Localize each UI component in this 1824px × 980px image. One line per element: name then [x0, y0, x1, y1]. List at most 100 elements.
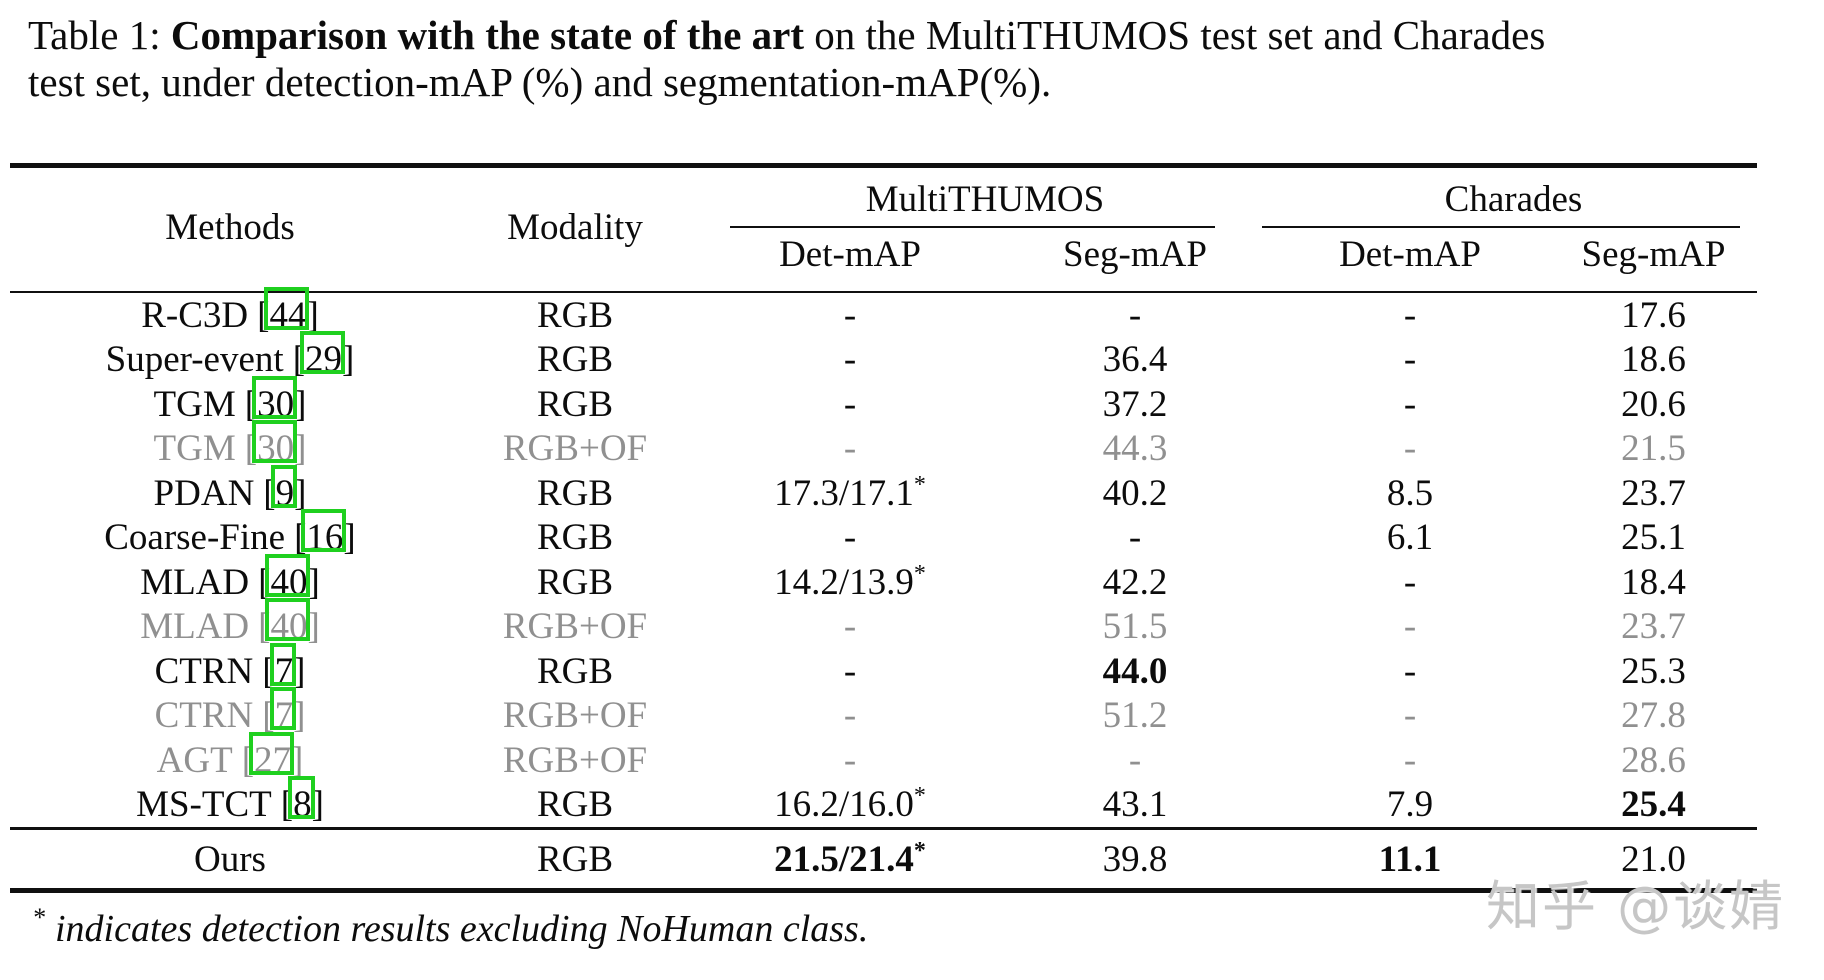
table-caption: Table 1: Comparison with the state of th… — [28, 12, 1545, 106]
modality-cell: RGB — [536, 650, 614, 692]
table-row: Super-event [29] RGB - 36.4 - 18.6 — [10, 331, 1757, 383]
ch-det-cell: 11.1 — [1378, 838, 1442, 880]
ch-det-cell: - — [1403, 739, 1417, 781]
mt-det-cell: 21.5/21.4* — [774, 837, 926, 880]
modality-cell: RGB — [536, 339, 614, 381]
method-name: TGM — [153, 383, 236, 425]
mt-det-cell: - — [843, 739, 857, 781]
charades-underline — [1262, 226, 1740, 228]
table-row: CTRN [7] RGB+OF - 51.2 - 27.8 — [10, 687, 1757, 739]
mt-seg-cell: - — [1128, 294, 1142, 336]
citation-number: 7 — [269, 687, 296, 737]
ch-det-cell: - — [1403, 650, 1417, 692]
mt-det-cell: 14.2/13.9* — [774, 560, 926, 603]
ch-det-cell: - — [1403, 695, 1417, 737]
table-row: PDAN [9] RGB 17.3/17.1* 40.2 8.5 23.7 — [10, 464, 1757, 516]
modality-cell: RGB+OF — [502, 428, 648, 470]
ch-det-cell: - — [1403, 339, 1417, 381]
citation-link[interactable]: [30] — [244, 375, 307, 425]
group-header-charades: Charades — [1444, 179, 1583, 220]
modality-cell: RGB — [536, 383, 614, 425]
ch-det-cell: - — [1403, 294, 1417, 336]
ch-seg-cell: 25.1 — [1621, 517, 1686, 559]
ch-det-cell: - — [1403, 383, 1417, 425]
citation-number: 40 — [265, 553, 311, 603]
caption-line2: test set, under detection-mAP (%) and se… — [28, 59, 1052, 105]
ch-seg-cell: 25.4 — [1621, 784, 1686, 826]
method-name: AGT — [156, 739, 233, 781]
table-row: MLAD [40] RGB 14.2/13.9* 42.2 - 18.4 — [10, 553, 1757, 605]
citation-number: 9 — [270, 464, 297, 514]
mt-det-cell: - — [843, 339, 857, 381]
mt-seg-cell: 37.2 — [1102, 383, 1168, 425]
ch-seg-cell: 21.5 — [1621, 428, 1686, 470]
ch-det-cell: - — [1403, 428, 1417, 470]
citation-number: 7 — [269, 642, 296, 692]
table-bottom-rule — [10, 888, 1757, 893]
ch-seg-cell: 20.6 — [1621, 383, 1686, 425]
column-header-ch-det-map: Det-mAP — [1339, 233, 1481, 275]
citation-link[interactable]: [27] — [241, 731, 304, 781]
ch-seg-cell: 23.7 — [1621, 606, 1686, 648]
citation-number: 30 — [252, 375, 298, 425]
method-name: CTRN — [154, 695, 254, 737]
method-name: PDAN — [153, 472, 255, 514]
ch-det-cell: 6.1 — [1386, 517, 1434, 559]
ch-det-cell: 8.5 — [1386, 472, 1434, 514]
mt-seg-cell: 43.1 — [1102, 784, 1168, 826]
footnote-text: indicates detection results excluding No… — [55, 908, 869, 950]
mt-det-cell: - — [843, 606, 857, 648]
table-row: MLAD [40] RGB+OF - 51.5 - 23.7 — [10, 598, 1757, 650]
citation-link[interactable]: [8] — [280, 776, 324, 826]
ch-det-cell: 7.9 — [1386, 784, 1434, 826]
ours-divider — [10, 827, 1757, 830]
method-name: CTRN — [154, 650, 254, 692]
citation-link[interactable]: [40] — [258, 598, 320, 648]
method-name: TGM — [153, 428, 236, 470]
mt-seg-cell: 42.2 — [1102, 561, 1168, 603]
table-row: CTRN [7] RGB - 44.0 - 25.3 — [10, 642, 1757, 694]
ch-seg-cell: 21.0 — [1621, 838, 1686, 880]
citation-link[interactable]: [30] — [244, 420, 307, 470]
column-header-ch-seg-map: Seg-mAP — [1581, 233, 1726, 275]
citation-number: 40 — [265, 598, 311, 648]
ch-seg-cell: 28.6 — [1621, 739, 1686, 781]
mt-seg-cell: 44.3 — [1102, 428, 1168, 470]
citation-link[interactable]: [9] — [263, 464, 307, 514]
modality-cell: RGB+OF — [502, 606, 648, 648]
results-table: Methods Modality MultiTHUMOS Charades De… — [10, 163, 1757, 893]
mt-seg-cell: 36.4 — [1102, 339, 1168, 381]
mt-seg-cell: - — [1128, 739, 1142, 781]
mt-det-cell: - — [843, 383, 857, 425]
table-header: Methods Modality MultiTHUMOS Charades De… — [10, 168, 1757, 291]
citation-link[interactable]: [7] — [262, 687, 306, 737]
mt-seg-cell: 44.0 — [1102, 650, 1168, 692]
citation-number: 30 — [252, 420, 298, 470]
citation-link[interactable]: [16] — [294, 509, 356, 559]
column-header-mt-seg-map: Seg-mAP — [1063, 233, 1207, 275]
citation-link[interactable]: [29] — [292, 331, 355, 381]
mt-seg-cell: - — [1128, 517, 1142, 559]
table-footnote: * indicates detection results excluding N… — [32, 903, 868, 951]
citation-number: 8 — [288, 776, 315, 826]
table-row: TGM [30] RGB+OF - 44.3 - 21.5 — [10, 420, 1757, 472]
ch-seg-cell: 23.7 — [1621, 472, 1686, 514]
modality-cell: RGB — [536, 838, 614, 880]
mt-det-cell: - — [843, 695, 857, 737]
citation-link[interactable]: [40] — [258, 553, 320, 603]
column-header-methods: Methods — [165, 207, 295, 248]
ch-seg-cell: 17.6 — [1621, 294, 1686, 336]
citation-link[interactable]: [44] — [257, 286, 319, 336]
modality-cell: RGB — [536, 294, 614, 336]
citation-link[interactable]: [7] — [262, 642, 306, 692]
modality-cell: RGB — [536, 784, 614, 826]
ch-det-cell: - — [1403, 561, 1417, 603]
table-row: MS-TCT [8] RGB 16.2/16.0* 43.1 7.9 25.4 — [10, 776, 1757, 828]
ch-seg-cell: 27.8 — [1621, 695, 1686, 737]
ch-seg-cell: 18.4 — [1621, 561, 1686, 603]
column-header-modality: Modality — [507, 207, 643, 248]
table-row: AGT [27] RGB+OF - - - 28.6 — [10, 731, 1757, 783]
table-row: TGM [30] RGB - 37.2 - 20.6 — [10, 375, 1757, 427]
mt-det-cell: 17.3/17.1* — [774, 471, 926, 514]
mt-det-cell: 16.2/16.0* — [774, 783, 926, 826]
